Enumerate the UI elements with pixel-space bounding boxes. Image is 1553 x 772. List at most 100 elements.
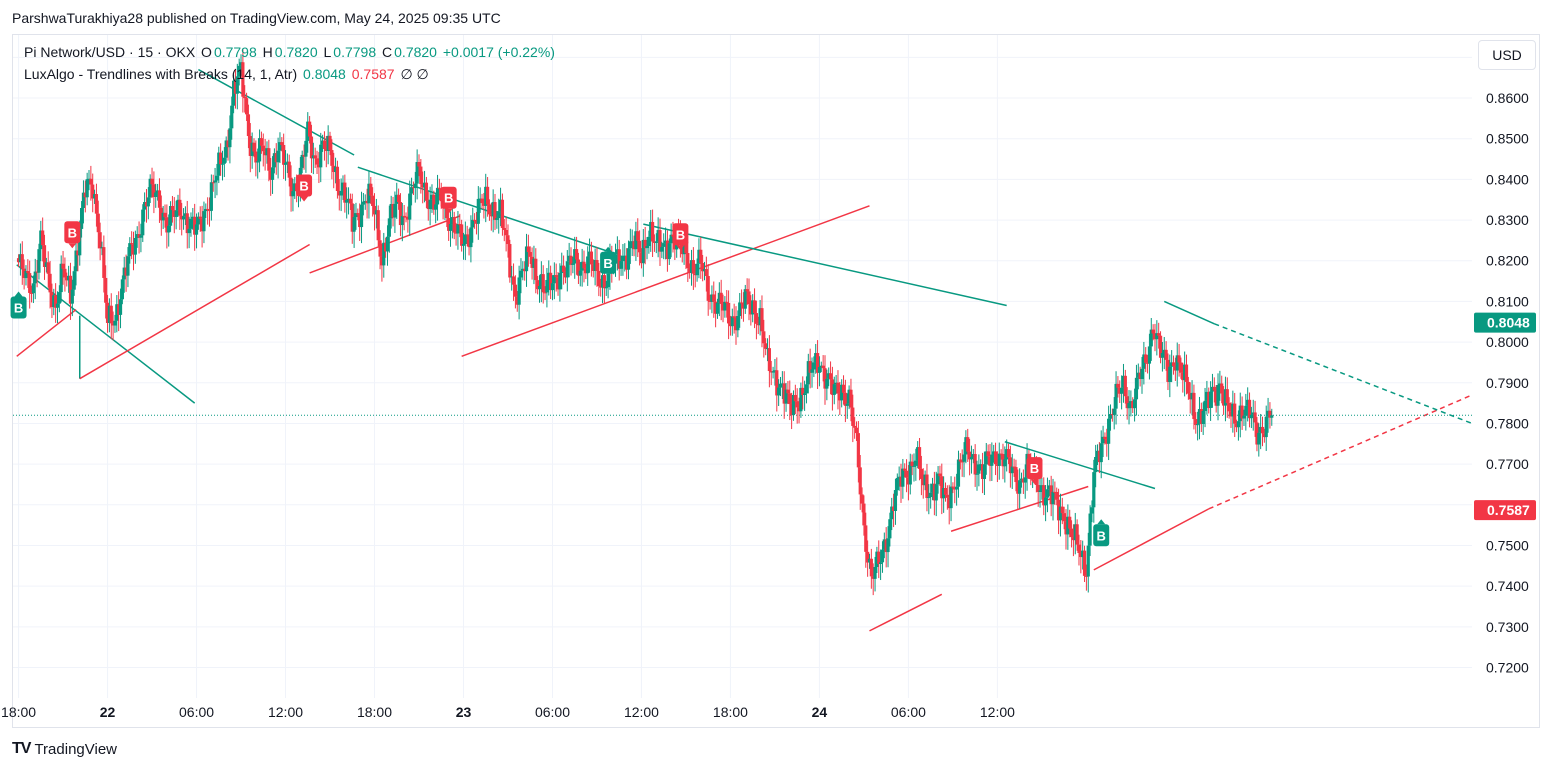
candle-body [485, 186, 490, 205]
candle-body [988, 456, 992, 466]
candle-body [539, 274, 543, 287]
candle-body [775, 370, 779, 396]
candle-body [163, 212, 167, 218]
candle-body [1262, 433, 1266, 438]
indicator-legend[interactable]: LuxAlgo - Trendlines with Breaks (14, 1,… [24, 66, 431, 83]
trendline [643, 223, 1007, 307]
candle-body [358, 214, 362, 228]
candle-body [181, 216, 186, 220]
bearish-break-marker: B [440, 186, 457, 214]
candle-body [600, 275, 605, 288]
y-tick-label: 0.7700 [1486, 456, 1529, 472]
candle-body [662, 243, 666, 247]
currency-button[interactable]: USD [1478, 40, 1536, 70]
candle-body [105, 302, 110, 323]
candle-body [1081, 550, 1085, 558]
marker-badge [440, 186, 457, 209]
candle-body [814, 353, 818, 363]
candle-body [1125, 396, 1129, 409]
candle-body [628, 241, 632, 249]
candle-body [98, 232, 102, 249]
bearish-break-marker: B [296, 174, 313, 202]
candle-body [200, 218, 204, 232]
candle-body [222, 157, 226, 164]
candle-body [862, 503, 866, 526]
candle-body [432, 194, 436, 210]
trendline [869, 593, 943, 632]
candle-body [854, 427, 859, 434]
candle-body [1053, 491, 1057, 493]
candle-body [951, 486, 955, 488]
candle-body [591, 264, 595, 271]
marker-pointer [444, 208, 453, 214]
candle-body [571, 263, 575, 265]
price-axis[interactable]: 0.87000.86000.85000.84000.83000.82000.81… [1474, 49, 1536, 675]
candle-body [1040, 485, 1044, 491]
candle-body [1268, 410, 1272, 418]
candle-body [1209, 391, 1213, 408]
candle-body [484, 186, 488, 206]
candle-body [589, 251, 594, 265]
candle-body [999, 453, 1003, 455]
candle-body [20, 254, 24, 269]
bullish-break-marker: B [10, 291, 27, 319]
candle-body [320, 140, 325, 145]
break-markers: B B B B B B B B [10, 174, 1110, 547]
candle-body [39, 230, 43, 250]
candle-body [686, 253, 690, 269]
trendline [1004, 441, 1156, 490]
candle-body [417, 162, 421, 167]
symbol-name[interactable]: Pi Network/USD · 15 · OKX [24, 44, 196, 60]
candle-body [669, 234, 673, 244]
candle-body [791, 394, 796, 416]
candle-body [1240, 405, 1244, 419]
candle-body [1234, 423, 1239, 428]
candle-body [269, 170, 273, 180]
candle-body [702, 269, 707, 272]
candle-body [1212, 386, 1216, 391]
symbol-legend[interactable]: Pi Network/USD · 15 · OKX O 0.7798 H 0.782… [24, 44, 557, 60]
candle-body [851, 407, 855, 426]
candle-body [257, 138, 262, 162]
y-tick-label: 0.7900 [1486, 375, 1529, 391]
candle-body [808, 361, 812, 373]
chart-frame[interactable] [12, 34, 1540, 728]
candle-body [647, 236, 651, 246]
candle-body [385, 236, 390, 252]
candle-body [109, 305, 113, 324]
candle-body [1023, 477, 1027, 483]
candle-body [434, 204, 438, 210]
candle-body [1149, 329, 1153, 347]
candle-body [311, 155, 315, 159]
candle-body [893, 490, 898, 512]
y-tick-label: 0.7500 [1486, 537, 1529, 553]
indicator-name[interactable]: LuxAlgo - Trendlines with Breaks (14, 1,… [24, 66, 298, 82]
marker-badge [296, 174, 313, 197]
candle-body [473, 219, 477, 221]
candle-body [765, 348, 770, 350]
bearish-break-marker: B [1026, 457, 1043, 485]
candle-body [1144, 354, 1148, 363]
candle-body [749, 304, 753, 315]
candle-body [691, 260, 695, 274]
candle-body [450, 217, 454, 225]
candle-body [18, 254, 23, 263]
candle-body [376, 210, 380, 241]
candle-body [243, 96, 247, 99]
candle-body [508, 244, 512, 278]
candle-body [1207, 391, 1211, 408]
candle-body [1095, 450, 1100, 458]
candle-body [910, 461, 914, 466]
candle-body [658, 230, 662, 252]
candle-body [352, 217, 356, 232]
time-axis[interactable]: 18:00 22 06:00 12:00 18:00 23 06:00 12:00 18:00 2… [1, 704, 1015, 720]
candle-body [819, 365, 823, 368]
indicator-lower-value: 0.7587 [351, 66, 395, 82]
candle-body [211, 182, 215, 184]
footer-brand[interactable]: TV TradingView [12, 740, 117, 758]
candle-body [81, 192, 86, 208]
candle-body [72, 271, 76, 290]
candle-body [982, 464, 987, 479]
candle-body [541, 274, 545, 293]
